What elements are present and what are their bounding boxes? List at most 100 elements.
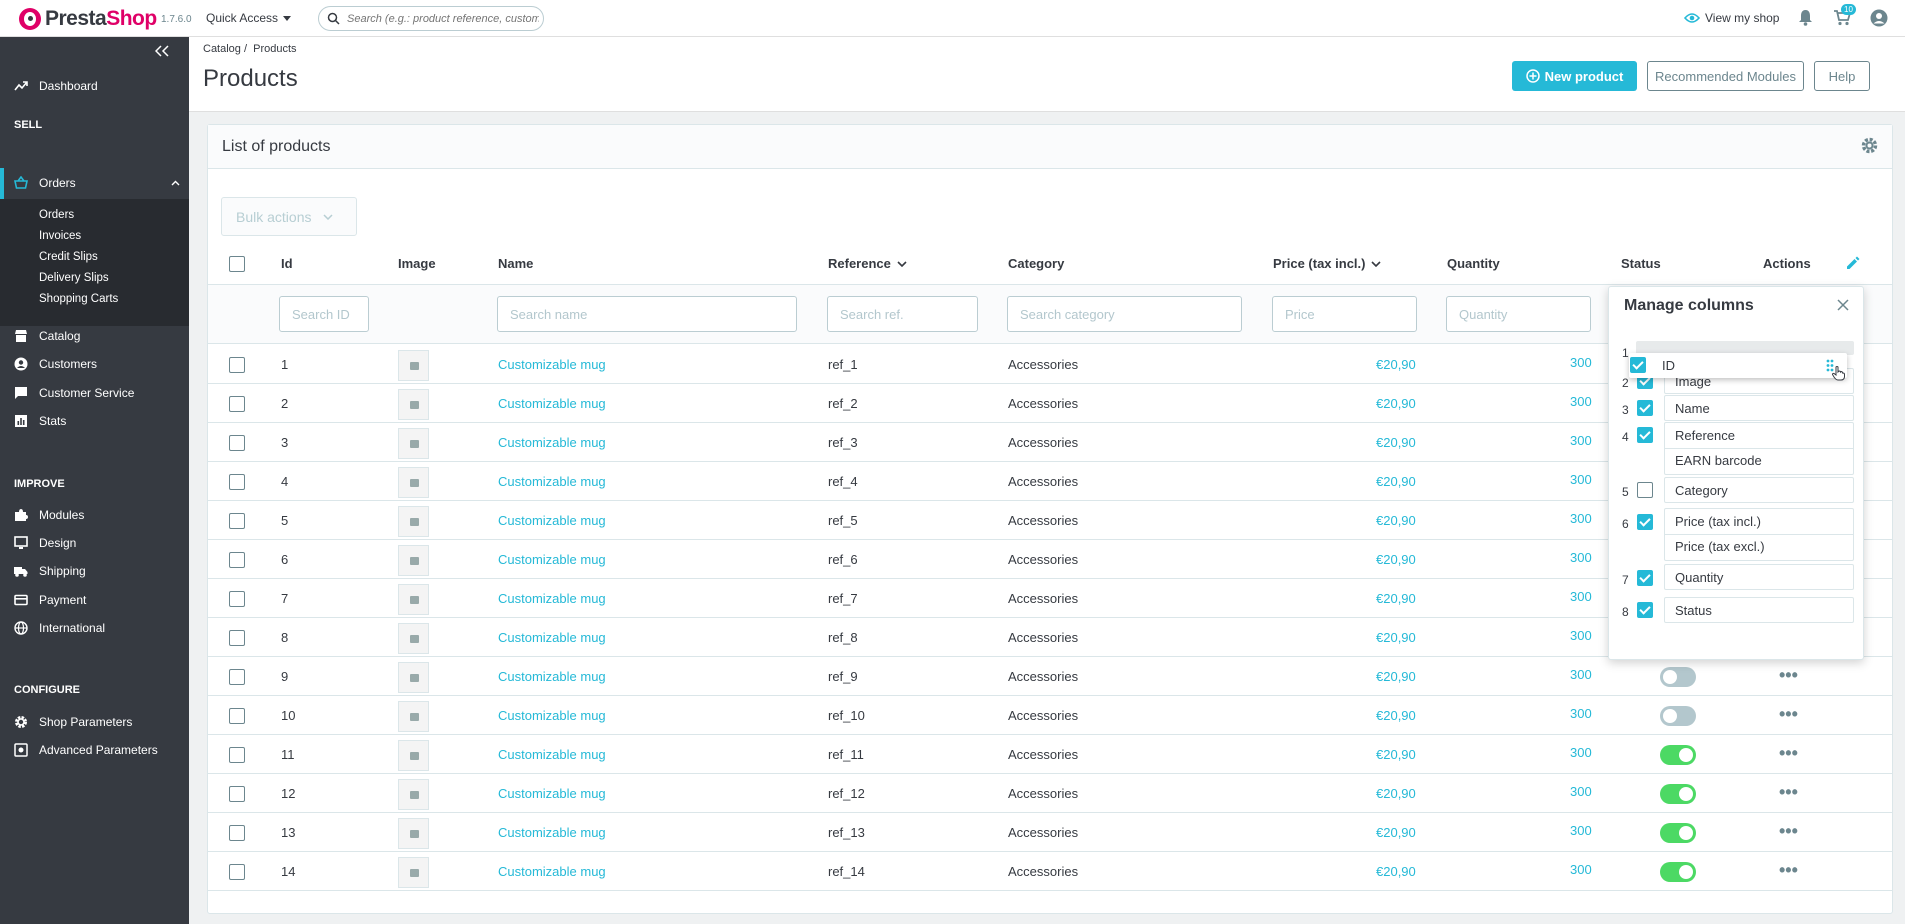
- sidebar-item-design[interactable]: Design: [0, 530, 189, 556]
- cell-price-link[interactable]: €20,90: [1376, 630, 1416, 645]
- cell-product-name-link[interactable]: Customizable mug: [498, 474, 606, 489]
- sidebar-item-international[interactable]: International: [0, 615, 189, 641]
- column-checkbox-quantity[interactable]: [1637, 570, 1653, 586]
- more-actions-icon[interactable]: •••: [1779, 704, 1798, 724]
- sidebar-item-shipping[interactable]: Shipping: [0, 558, 189, 584]
- column-header-reference[interactable]: Reference: [828, 256, 907, 271]
- row-checkbox[interactable]: [229, 357, 245, 373]
- column-option-quantity[interactable]: Quantity: [1664, 564, 1854, 590]
- cell-price-link[interactable]: €20,90: [1376, 708, 1416, 723]
- column-header-category[interactable]: Category: [1008, 256, 1064, 271]
- cell-price-link[interactable]: €20,90: [1376, 552, 1416, 567]
- column-option-category[interactable]: Category: [1664, 477, 1854, 503]
- status-toggle[interactable]: [1660, 667, 1696, 687]
- cell-product-name-link[interactable]: Customizable mug: [498, 864, 606, 879]
- sidebar-subitem-shopping-carts[interactable]: Shopping Carts: [39, 293, 119, 305]
- bulk-actions-button[interactable]: Bulk actions: [221, 197, 357, 236]
- select-all-checkbox[interactable]: [229, 256, 245, 272]
- sidebar-subitem-delivery-slips[interactable]: Delivery Slips: [39, 272, 109, 284]
- cell-product-name-link[interactable]: Customizable mug: [498, 708, 606, 723]
- sidebar-item-shop-parameters[interactable]: Shop Parameters: [0, 709, 189, 735]
- row-checkbox[interactable]: [229, 747, 245, 763]
- column-checkbox-status[interactable]: [1637, 602, 1653, 618]
- cell-product-name-link[interactable]: Customizable mug: [498, 396, 606, 411]
- bell-icon[interactable]: [1798, 9, 1813, 26]
- column-header-status[interactable]: Status: [1621, 256, 1661, 271]
- cell-quantity-link[interactable]: 300: [1570, 667, 1592, 682]
- row-checkbox[interactable]: [229, 630, 245, 646]
- pencil-icon[interactable]: [1845, 255, 1861, 271]
- sidebar-item-modules[interactable]: Modules: [0, 502, 189, 528]
- more-actions-icon[interactable]: •••: [1779, 743, 1798, 763]
- row-checkbox[interactable]: [229, 396, 245, 412]
- row-checkbox[interactable]: [229, 474, 245, 490]
- column-option-price-tax-excl[interactable]: Price (tax excl.): [1675, 539, 1765, 554]
- cell-price-link[interactable]: €20,90: [1376, 591, 1416, 606]
- search-box[interactable]: [318, 6, 544, 31]
- cell-quantity-link[interactable]: 300: [1570, 745, 1592, 760]
- cell-price-link[interactable]: €20,90: [1376, 786, 1416, 801]
- sidebar-item-catalog[interactable]: Catalog: [0, 323, 189, 349]
- cell-product-name-link[interactable]: Customizable mug: [498, 513, 606, 528]
- more-actions-icon[interactable]: •••: [1779, 860, 1798, 880]
- column-checkbox-category[interactable]: [1637, 482, 1653, 498]
- sidebar-item-dashboard[interactable]: Dashboard: [0, 73, 189, 99]
- cell-price-link[interactable]: €20,90: [1376, 474, 1416, 489]
- column-option-status[interactable]: Status: [1664, 597, 1854, 623]
- sidebar-item-customer-service[interactable]: Customer Service: [0, 380, 189, 406]
- cell-product-name-link[interactable]: Customizable mug: [498, 435, 606, 450]
- new-product-button[interactable]: New product: [1512, 61, 1637, 91]
- sidebar-item-advanced-parameters[interactable]: Advanced Parameters: [0, 737, 189, 763]
- row-checkbox[interactable]: [229, 786, 245, 802]
- column-header-price[interactable]: Price (tax incl.): [1273, 256, 1382, 271]
- close-icon[interactable]: [1837, 299, 1849, 311]
- cell-price-link[interactable]: €20,90: [1376, 396, 1416, 411]
- cell-quantity-link[interactable]: 300: [1570, 862, 1592, 877]
- more-actions-icon[interactable]: •••: [1779, 782, 1798, 802]
- sidebar-subitem-invoices[interactable]: Invoices: [39, 230, 82, 242]
- cell-quantity-link[interactable]: 300: [1570, 823, 1592, 838]
- status-toggle[interactable]: [1660, 862, 1696, 882]
- sidebar-item-payment[interactable]: Payment: [0, 587, 189, 613]
- help-button[interactable]: Help: [1814, 61, 1870, 91]
- row-checkbox[interactable]: [229, 825, 245, 841]
- sidebar-subitem-orders[interactable]: Orders: [39, 209, 75, 221]
- search-name-input[interactable]: [497, 296, 797, 332]
- cell-product-name-link[interactable]: Customizable mug: [498, 552, 606, 567]
- column-header-id[interactable]: Id: [281, 256, 293, 271]
- user-icon[interactable]: [1870, 9, 1888, 27]
- row-checkbox[interactable]: [229, 552, 245, 568]
- sidebar-item-stats[interactable]: Stats: [0, 408, 189, 434]
- search-category-input[interactable]: [1007, 296, 1242, 332]
- search-input[interactable]: [347, 10, 539, 27]
- column-option-earn-barcode[interactable]: EARN barcode: [1675, 453, 1762, 468]
- column-header-quantity[interactable]: Quantity: [1447, 256, 1500, 271]
- cell-quantity-link[interactable]: 300: [1570, 355, 1592, 370]
- collapse-sidebar-icon[interactable]: [155, 45, 169, 57]
- cell-quantity-link[interactable]: 300: [1570, 433, 1592, 448]
- cell-quantity-link[interactable]: 300: [1570, 589, 1592, 604]
- status-toggle[interactable]: [1660, 745, 1696, 765]
- breadcrumb-catalog[interactable]: Catalog: [203, 43, 241, 55]
- cell-price-link[interactable]: €20,90: [1376, 357, 1416, 372]
- status-toggle[interactable]: [1660, 823, 1696, 843]
- cell-product-name-link[interactable]: Customizable mug: [498, 825, 606, 840]
- cell-price-link[interactable]: €20,90: [1376, 747, 1416, 762]
- row-checkbox[interactable]: [229, 708, 245, 724]
- cell-quantity-link[interactable]: 300: [1570, 550, 1592, 565]
- cell-price-link[interactable]: €20,90: [1376, 825, 1416, 840]
- dragging-column-option-id[interactable]: ID: [1629, 353, 1847, 381]
- column-checkbox-name[interactable]: [1637, 400, 1653, 416]
- quick-access-dropdown[interactable]: Quick Access: [206, 11, 292, 25]
- cell-price-link[interactable]: €20,90: [1376, 513, 1416, 528]
- cell-product-name-link[interactable]: Customizable mug: [498, 786, 606, 801]
- cell-quantity-link[interactable]: 300: [1570, 784, 1592, 799]
- column-option-name[interactable]: Name: [1664, 395, 1854, 421]
- cell-product-name-link[interactable]: Customizable mug: [498, 630, 606, 645]
- cell-product-name-link[interactable]: Customizable mug: [498, 357, 606, 372]
- drag-handle-icon[interactable]: [1826, 359, 1834, 372]
- search-reference-input[interactable]: [827, 296, 978, 332]
- cell-price-link[interactable]: €20,90: [1376, 669, 1416, 684]
- column-checkbox-id[interactable]: [1630, 357, 1646, 373]
- status-toggle[interactable]: [1660, 784, 1696, 804]
